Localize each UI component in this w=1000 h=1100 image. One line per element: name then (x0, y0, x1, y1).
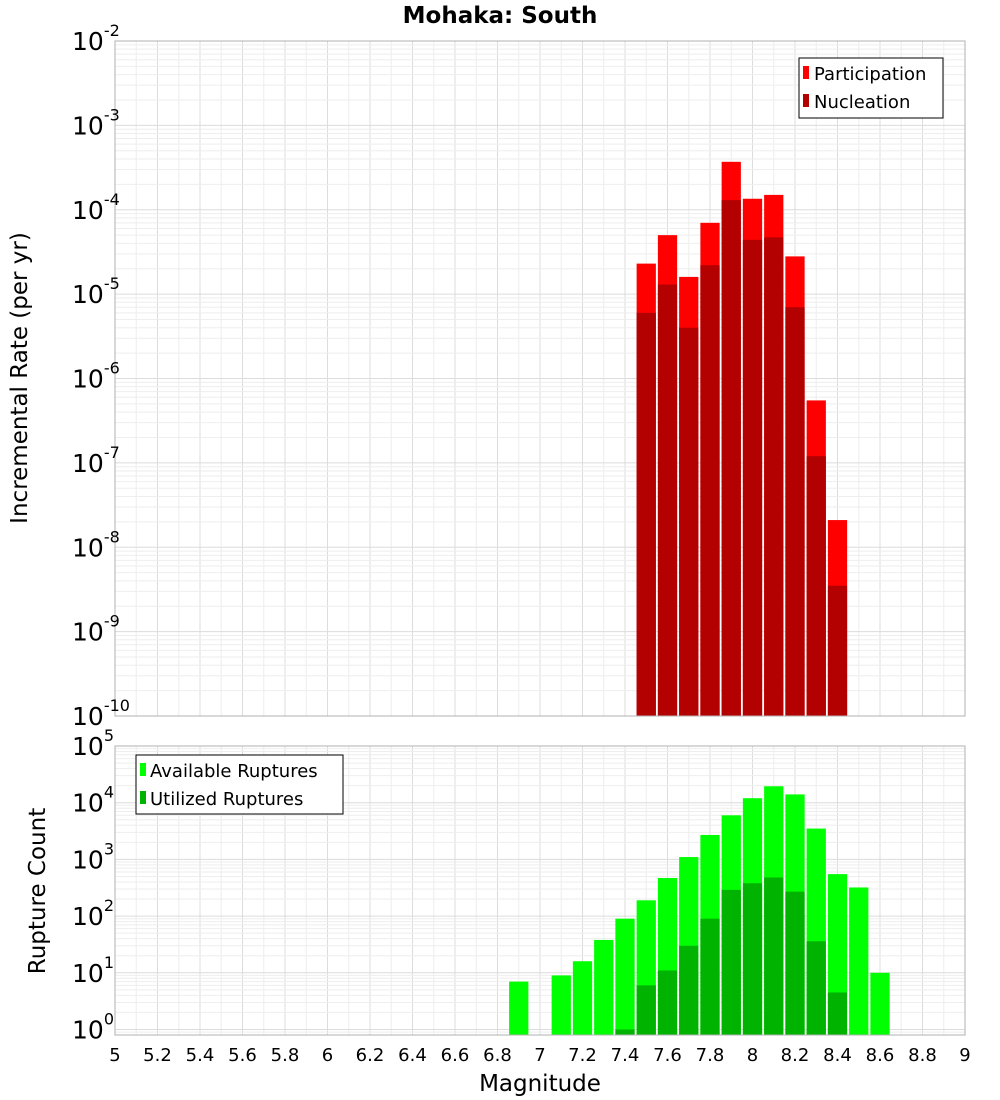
bottom-legend: Available Ruptures Utilized Ruptures (135, 754, 344, 815)
top-y-ticks: 10-10 10-9 10-8 10-7 10-6 10-5 10-4 10-3 10-2 (72, 21, 130, 731)
bottom-bar-utilized-ruptures (742, 883, 763, 1035)
x-tick-label: 6.6 (441, 1045, 470, 1066)
top-y-tick-label: 10-6 (72, 359, 120, 394)
top-gridlines (114, 40, 966, 717)
top-y-tick-label: 10-4 (72, 190, 120, 225)
top-bar-nucleation (806, 456, 826, 716)
x-tick-label: 5.4 (186, 1045, 215, 1066)
top-bar-nucleation (700, 265, 720, 716)
legend-label-participation: Participation (814, 64, 926, 85)
bottom-bar-available-ruptures (572, 961, 593, 1035)
x-tick-label: 5.8 (271, 1045, 300, 1066)
legend-swatch-utilized (140, 791, 146, 804)
legend-label-available: Available Ruptures (150, 761, 318, 782)
top-legend-box (798, 57, 944, 119)
bottom-y-tick-label: 101 (72, 953, 114, 988)
x-tick-label: 7.8 (696, 1045, 725, 1066)
x-tick-label: 7.4 (611, 1045, 640, 1066)
top-bar-nucleation (742, 239, 763, 716)
bottom-y-tick-label: 102 (72, 896, 114, 931)
bottom-y-tick-label: 104 (72, 783, 114, 818)
top-bar-nucleation (827, 585, 848, 716)
bottom-bar-utilized-ruptures (657, 970, 678, 1035)
top-bar-nucleation (785, 307, 805, 716)
x-tick-label: 8.6 (866, 1045, 895, 1066)
bottom-bar-utilized-ruptures (700, 918, 720, 1035)
bottom-plot-area (114, 745, 966, 1036)
bottom-bar-utilized-ruptures (827, 992, 848, 1035)
x-tick-label: 5.6 (228, 1045, 257, 1066)
x-tick-label: 8.4 (823, 1045, 852, 1066)
bottom-bar-available-ruptures (594, 939, 614, 1035)
bottom-panel: 100 101 102 103 104 105 5 5.2 5.4 5.6 5.8 6 6.2 6.4 6… (25, 726, 971, 1097)
top-bar-nucleation (636, 312, 656, 716)
bottom-bar-available-ruptures (870, 972, 890, 1035)
legend-swatch-nucleation (803, 94, 809, 107)
bottom-x-ticks: 5 5.2 5.4 5.6 5.8 6 6.2 6.4 6.6 6.8 7 7.2 7.4 7.6 7.8 8… (109, 1045, 970, 1066)
x-tick-label: 8.2 (781, 1045, 810, 1066)
bottom-bar-utilized-ruptures (764, 877, 784, 1035)
x-tick-label: 7 (534, 1045, 545, 1066)
bottom-y-ticks: 100 101 102 103 104 105 (72, 726, 114, 1045)
top-bar-nucleation (657, 284, 678, 716)
x-tick-label: 5.2 (143, 1045, 172, 1066)
top-bars (636, 161, 848, 717)
bottom-bar-available-ruptures (849, 887, 869, 1035)
bottom-bar-utilized-ruptures (679, 945, 699, 1035)
top-plot-area (114, 40, 966, 717)
top-y-tick-label: 10-3 (72, 105, 120, 140)
legend-label-utilized: Utilized Ruptures (150, 789, 303, 810)
x-tick-label: 9 (959, 1045, 970, 1066)
bottom-y-tick-label: 100 (72, 1010, 114, 1045)
x-tick-label: 8 (747, 1045, 758, 1066)
top-bar-nucleation (679, 327, 699, 716)
bottom-bar-available-ruptures (615, 918, 635, 1035)
x-tick-label: 5 (109, 1045, 120, 1066)
x-tick-label: 8.8 (908, 1045, 937, 1066)
bottom-bar-utilized-ruptures (806, 941, 826, 1035)
bottom-y-axis-label: Rupture Count (25, 808, 51, 974)
x-tick-label: 6.8 (483, 1045, 512, 1066)
top-y-tick-label: 10-8 (72, 527, 120, 562)
bottom-bar-available-ruptures (509, 981, 529, 1035)
x-tick-label: 6 (322, 1045, 333, 1066)
legend-swatch-available (140, 763, 146, 776)
top-y-axis-label: Incremental Rate (per yr) (7, 232, 33, 524)
top-bar-nucleation (764, 237, 784, 716)
bottom-legend-box (135, 754, 344, 815)
top-y-tick-label: 10-7 (72, 443, 120, 478)
top-panel: 10-10 10-9 10-8 10-7 10-6 10-5 10-4 10-3 10-2 In… (7, 21, 966, 731)
top-y-tick-label: 10-5 (72, 274, 120, 309)
bottom-bars (509, 786, 890, 1035)
legend-label-nucleation: Nucleation (814, 92, 910, 113)
legend-swatch-participation (803, 66, 809, 79)
bottom-bar-utilized-ruptures (721, 889, 741, 1035)
x-tick-label: 7.6 (653, 1045, 682, 1066)
bottom-bar-utilized-ruptures (785, 891, 805, 1035)
x-tick-label: 6.2 (356, 1045, 385, 1066)
bottom-bar-available-ruptures (551, 975, 571, 1035)
x-tick-label: 6.4 (398, 1045, 427, 1066)
bottom-y-tick-label: 103 (72, 839, 114, 874)
bottom-y-tick-label: 105 (72, 726, 114, 761)
x-tick-label: 7.2 (568, 1045, 597, 1066)
top-bar-nucleation (721, 200, 741, 716)
bottom-bar-utilized-ruptures (615, 1029, 635, 1035)
chart-title: Mohaka: South (403, 3, 598, 29)
x-axis-label: Magnitude (479, 1071, 601, 1097)
top-y-tick-label: 10-2 (72, 21, 120, 56)
bottom-bar-utilized-ruptures (636, 985, 656, 1035)
top-legend: Participation Nucleation (798, 57, 944, 119)
top-y-tick-label: 10-10 (72, 696, 130, 731)
top-y-tick-label: 10-9 (72, 612, 120, 647)
